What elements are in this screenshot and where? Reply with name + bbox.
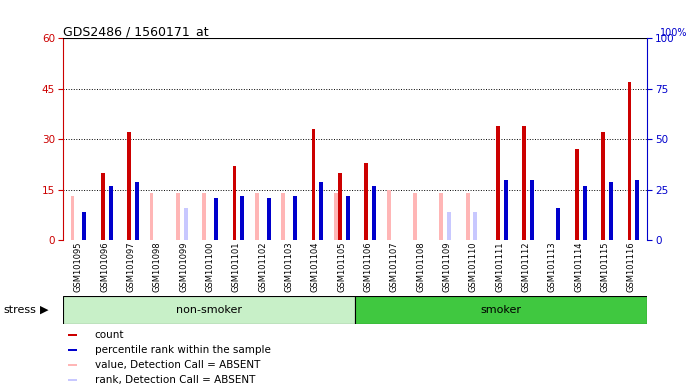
Bar: [504, 180, 507, 240]
Bar: [267, 198, 271, 240]
Bar: [496, 126, 500, 240]
Bar: [232, 166, 237, 240]
Text: GSM101105: GSM101105: [338, 242, 347, 292]
Bar: [70, 196, 74, 240]
Text: GSM101110: GSM101110: [469, 242, 478, 292]
Bar: [346, 196, 349, 240]
Bar: [628, 82, 631, 240]
Bar: [68, 364, 77, 366]
Bar: [522, 126, 526, 240]
Bar: [364, 163, 368, 240]
Bar: [338, 173, 342, 240]
Bar: [293, 196, 297, 240]
Text: GSM101095: GSM101095: [74, 242, 83, 292]
Text: GSM101103: GSM101103: [285, 242, 294, 292]
Text: GSM101102: GSM101102: [258, 242, 267, 292]
Bar: [530, 180, 534, 240]
Bar: [150, 193, 154, 240]
Bar: [203, 193, 206, 240]
Bar: [312, 129, 315, 240]
Bar: [184, 208, 188, 240]
Text: GDS2486 / 1560171_at: GDS2486 / 1560171_at: [63, 25, 208, 38]
Bar: [214, 198, 218, 240]
Bar: [556, 208, 560, 240]
Text: percentile rank within the sample: percentile rank within the sample: [95, 345, 271, 355]
Bar: [473, 212, 477, 240]
Text: GSM101116: GSM101116: [627, 242, 636, 292]
Text: ▶: ▶: [40, 305, 48, 315]
Text: GSM101100: GSM101100: [205, 242, 214, 292]
Text: non-smoker: non-smoker: [176, 305, 242, 315]
Bar: [127, 132, 131, 240]
Bar: [109, 185, 113, 240]
Bar: [281, 193, 285, 240]
Bar: [609, 182, 613, 240]
Text: value, Detection Call = ABSENT: value, Detection Call = ABSENT: [95, 360, 260, 370]
Text: GSM101111: GSM101111: [496, 242, 505, 292]
Bar: [319, 182, 324, 240]
Bar: [101, 173, 105, 240]
Text: GSM101113: GSM101113: [548, 242, 557, 292]
Text: GSM101097: GSM101097: [127, 242, 136, 292]
Bar: [68, 349, 77, 351]
Text: GSM101108: GSM101108: [416, 242, 425, 292]
Text: GSM101109: GSM101109: [443, 242, 452, 292]
Bar: [68, 379, 77, 381]
Text: count: count: [95, 330, 125, 340]
Text: GSM101107: GSM101107: [390, 242, 399, 292]
Bar: [635, 180, 640, 240]
Y-axis label: 100%: 100%: [660, 28, 688, 38]
Bar: [439, 193, 443, 240]
Text: smoker: smoker: [481, 305, 521, 315]
Text: GSM101099: GSM101099: [180, 242, 189, 292]
Text: GSM101114: GSM101114: [574, 242, 583, 292]
Bar: [82, 212, 86, 240]
Text: GSM101104: GSM101104: [311, 242, 320, 292]
Text: GSM101106: GSM101106: [363, 242, 372, 292]
Bar: [372, 185, 376, 240]
Bar: [583, 185, 587, 240]
Bar: [63, 296, 355, 324]
Bar: [601, 132, 605, 240]
Text: GSM101101: GSM101101: [232, 242, 241, 292]
Bar: [466, 193, 470, 240]
Bar: [68, 334, 77, 336]
Text: GSM101115: GSM101115: [601, 242, 610, 292]
Bar: [413, 193, 417, 240]
Bar: [176, 193, 180, 240]
Text: GSM101098: GSM101098: [153, 242, 162, 292]
Bar: [386, 190, 390, 240]
Bar: [334, 193, 338, 240]
Text: stress: stress: [3, 305, 36, 315]
Text: GSM101096: GSM101096: [100, 242, 109, 292]
Bar: [575, 149, 579, 240]
Bar: [135, 182, 139, 240]
Bar: [240, 196, 244, 240]
Text: rank, Detection Call = ABSENT: rank, Detection Call = ABSENT: [95, 375, 255, 384]
Bar: [355, 296, 647, 324]
Text: GSM101112: GSM101112: [521, 242, 530, 292]
Bar: [255, 193, 259, 240]
Bar: [447, 212, 451, 240]
